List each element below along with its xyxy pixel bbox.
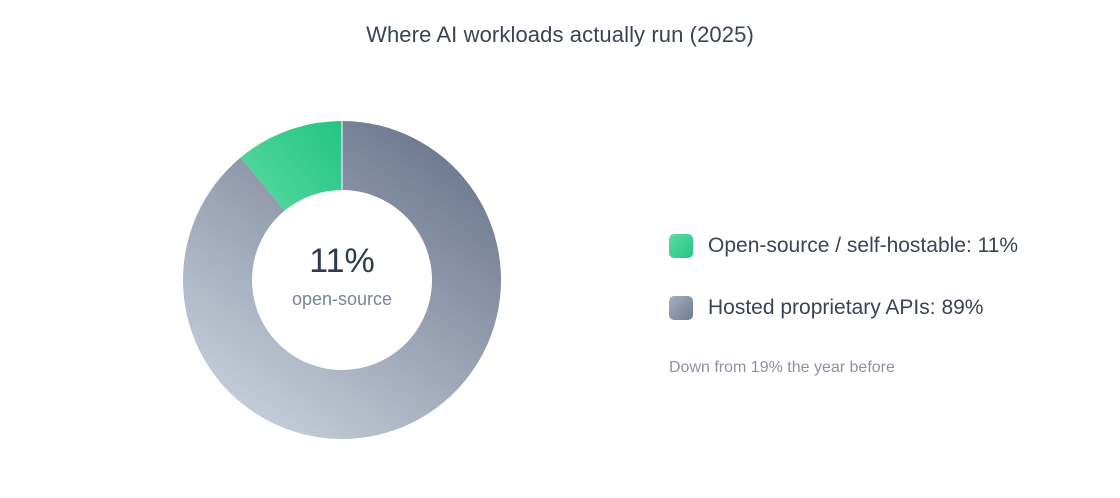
- legend-swatch-proprietary: [669, 296, 693, 320]
- slice-open-source: [240, 120, 342, 211]
- legend-swatch-open-source: [669, 234, 693, 258]
- slice-proprietary: [183, 121, 501, 439]
- legend-item-proprietary: Hosted proprietary APIs: 89%: [669, 294, 1018, 322]
- center-label: open-source: [292, 289, 392, 309]
- chart-title: Where AI workloads actually run (2025): [366, 22, 754, 47]
- donut-slices: [183, 120, 501, 439]
- legend: Open-source / self-hostable: 11% Hosted …: [669, 232, 1018, 322]
- legend-label-open-source: Open-source / self-hostable: 11%: [708, 234, 1019, 257]
- legend-item-open-source: Open-source / self-hostable: 11%: [669, 232, 1018, 260]
- chart-annotation: Down from 19% the year before: [669, 359, 895, 376]
- legend-label-proprietary: Hosted proprietary APIs: 89%: [708, 296, 984, 319]
- center-value: 11%: [309, 242, 375, 280]
